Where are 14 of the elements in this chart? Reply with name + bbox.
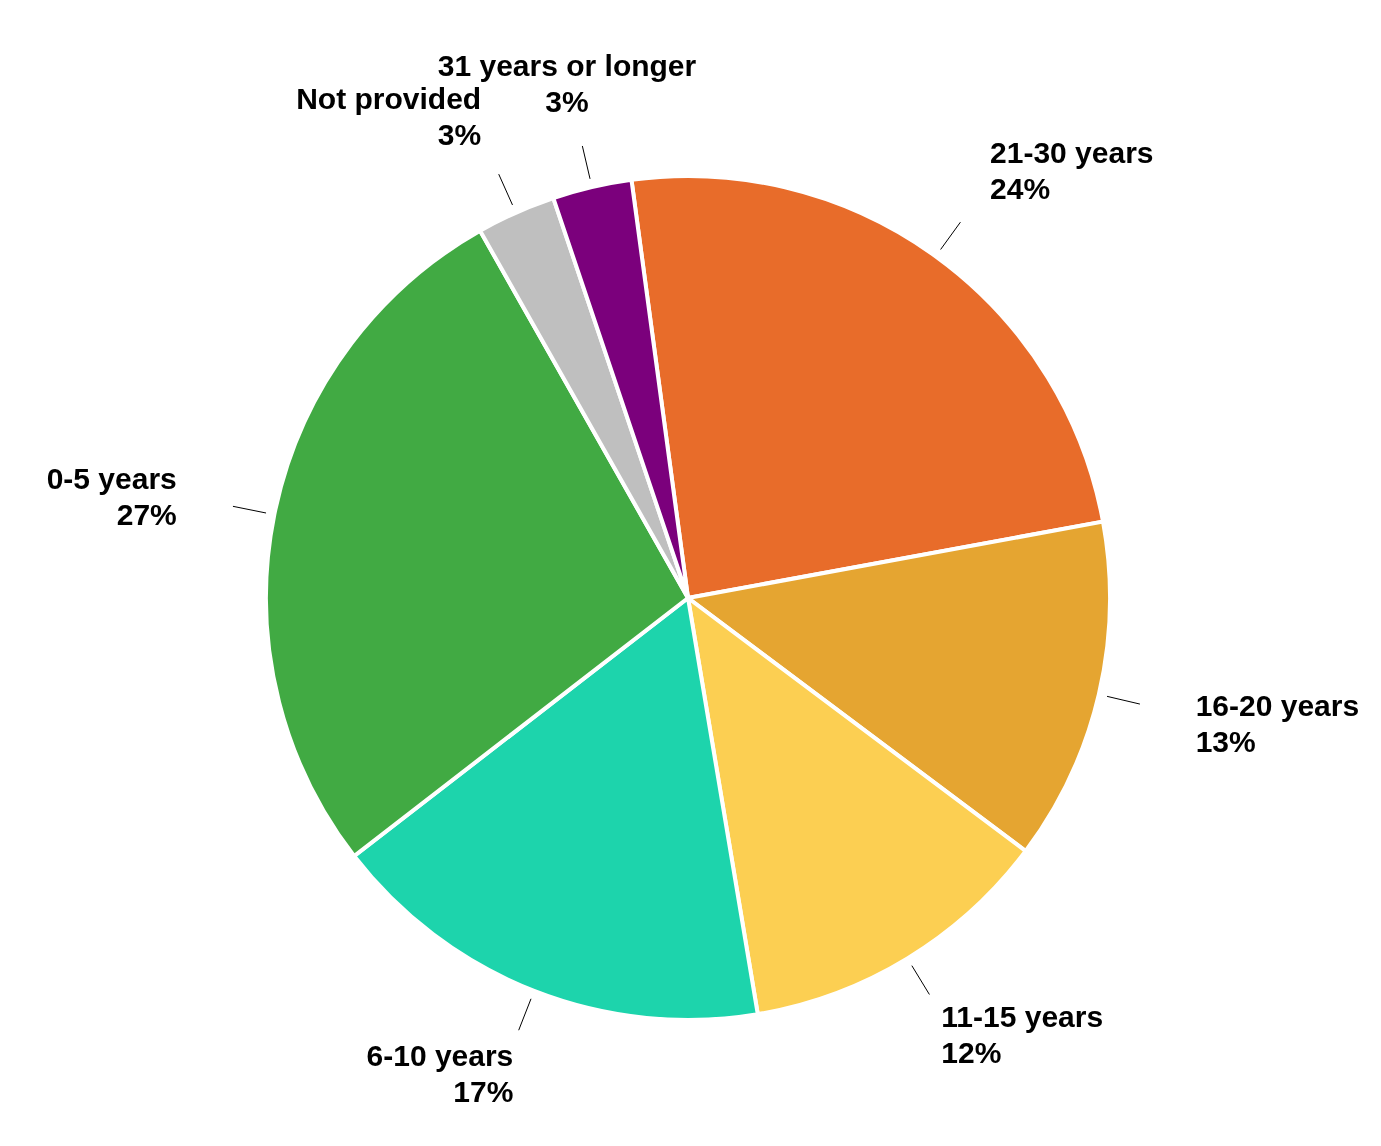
data-label: 27%	[116, 497, 177, 531]
slice-label: Not provided	[296, 81, 482, 115]
slice-label: 6-10 years	[366, 1038, 514, 1072]
data-label: 13%	[1195, 724, 1256, 758]
slice-label: 0-5 years	[46, 461, 177, 495]
data-label: 3%	[437, 117, 482, 151]
data-label: 3%	[545, 85, 589, 119]
data-label: 17%	[453, 1074, 514, 1108]
slice-label: 31 years or longer	[437, 49, 697, 83]
slice-label: 11-15 years	[941, 999, 1104, 1033]
slice-label: 16-20 years	[1195, 688, 1360, 722]
slice-label: 21-30 years	[990, 136, 1154, 170]
data-label: 12%	[941, 1035, 1002, 1069]
data-label: 24%	[990, 172, 1051, 206]
